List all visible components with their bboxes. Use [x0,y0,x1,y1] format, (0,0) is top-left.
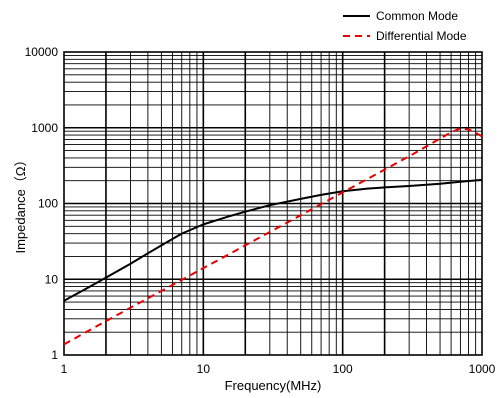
legend-label-common-mode: Common Mode [376,9,458,23]
series-line-differential-mode [63,127,483,346]
tick-labels: 1 10 100 1000 1 10 100 1000 10000 [25,45,496,376]
plot-frame [63,51,483,356]
x-axis-label: Frequency(MHz) [225,378,322,393]
x-tick-label: 10 [197,362,211,376]
legend-label-differential-mode: Differential Mode [376,29,467,43]
y-axis-label: Impedance（Ω） [13,153,28,253]
y-tick-label: 10000 [25,45,59,59]
x-tick-label: 100 [333,362,353,376]
series-lines [63,127,483,346]
y-tick-label: 1000 [31,121,58,135]
y-tick-label: 1 [51,348,58,362]
legend: Common Mode Differential Mode [343,9,467,43]
x-tick-label: 1 [61,362,68,376]
series-line-common-mode [63,178,483,302]
grid-lines [64,52,482,355]
y-tick-label: 100 [38,197,58,211]
y-tick-label: 10 [45,272,59,286]
x-tick-label: 1000 [469,362,496,376]
